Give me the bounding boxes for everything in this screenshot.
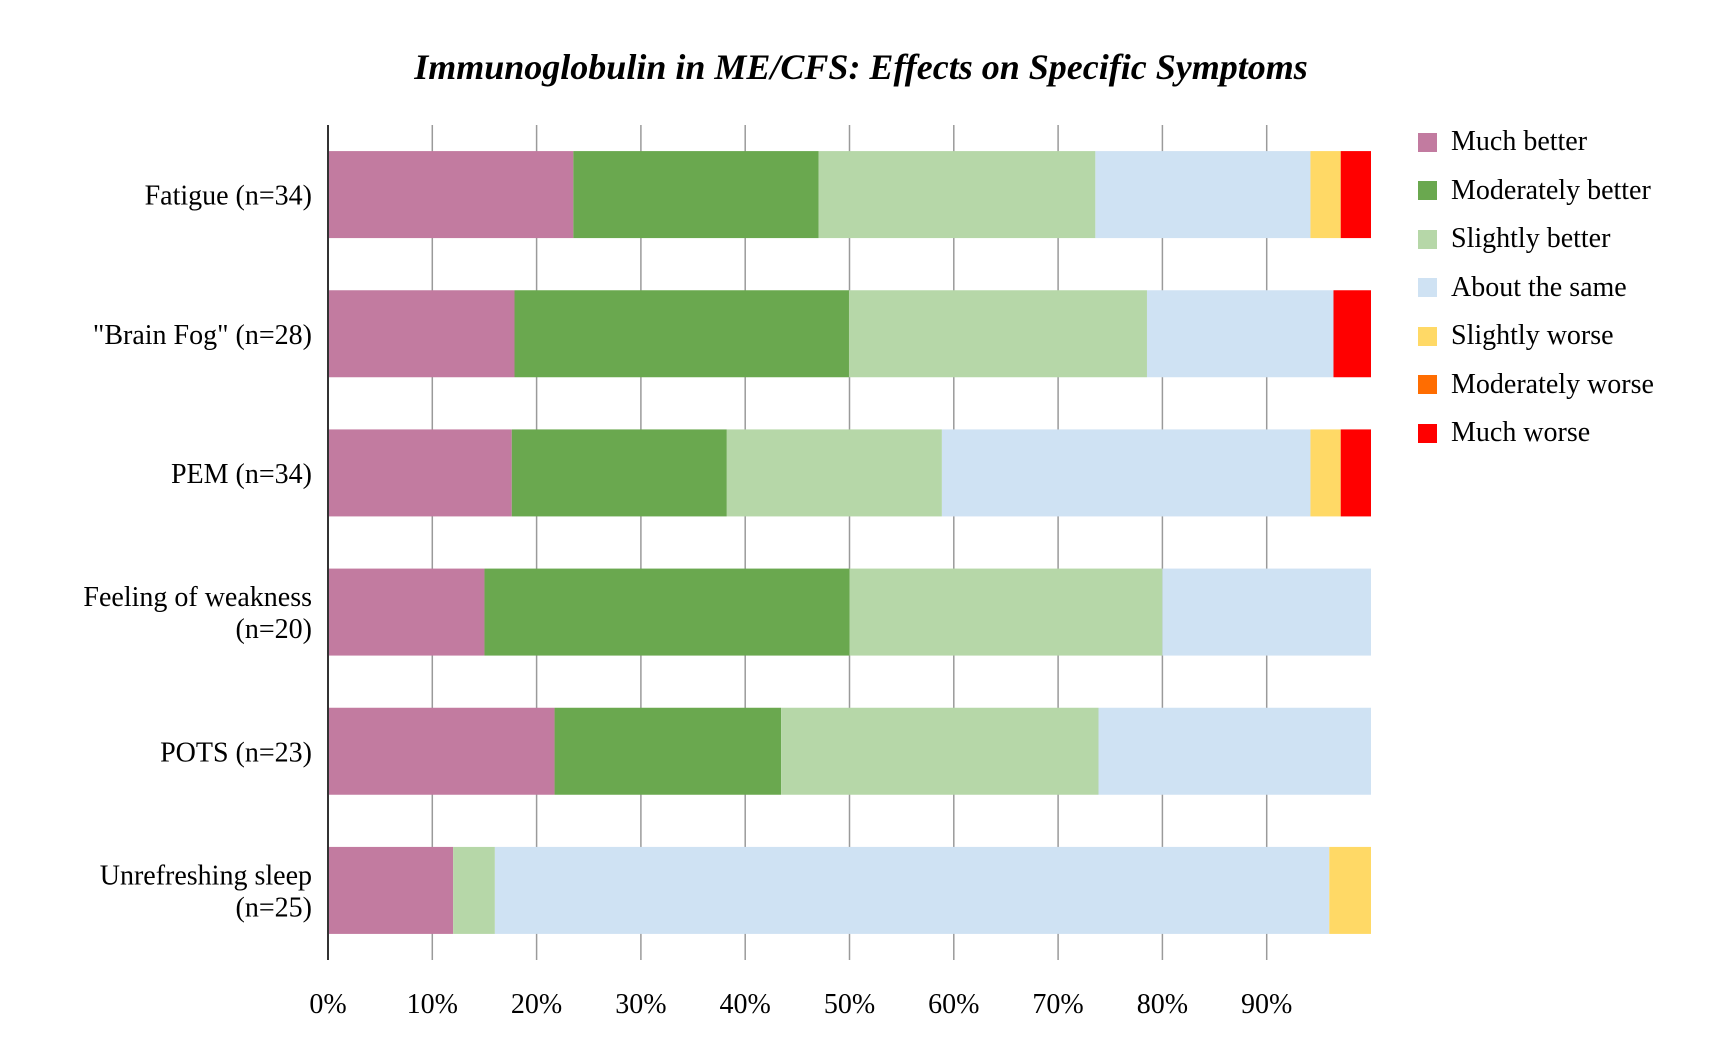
bar-segment <box>1095 151 1311 239</box>
bar-segment <box>1310 429 1341 517</box>
bar-segment <box>726 429 942 517</box>
legend-item: Slightly better <box>1418 215 1654 264</box>
bar-segment <box>328 846 454 934</box>
bar-segment <box>494 846 1330 934</box>
category-label: Fatigue (n=34) <box>145 181 312 212</box>
legend-item: About the same <box>1418 264 1654 313</box>
legend-label: Much worse <box>1451 417 1591 449</box>
x-tick-label: 20% <box>511 989 562 1020</box>
bar-segment <box>1329 846 1371 934</box>
category-label: PEM (n=34) <box>171 459 312 490</box>
bar-segment <box>1146 290 1334 378</box>
bar-segment <box>484 568 850 656</box>
bar-segment <box>328 568 485 656</box>
x-tick-label: 70% <box>1032 989 1083 1020</box>
legend-label: Moderately worse <box>1451 368 1654 400</box>
bar-segment <box>941 429 1311 517</box>
x-tick-label: 30% <box>615 989 666 1020</box>
legend-swatch <box>1418 278 1437 298</box>
x-tick-label: 10% <box>407 989 458 1020</box>
bar-segment <box>1162 568 1371 656</box>
bar-segment <box>328 429 512 517</box>
bar-segment <box>1340 429 1371 517</box>
bar-segment <box>849 568 1163 656</box>
x-tick-label: 0% <box>309 989 346 1020</box>
bar-segment <box>781 707 1099 795</box>
legend-label: Slightly worse <box>1451 320 1614 352</box>
bar-segment <box>1340 151 1371 239</box>
x-tick-label: 60% <box>928 989 979 1020</box>
bar-segment <box>328 707 555 795</box>
category-label: "Brain Fog" (n=28) <box>93 320 312 351</box>
gridlines <box>431 125 1268 960</box>
bar-segment <box>514 290 849 378</box>
bar-segment <box>1098 707 1371 795</box>
bar-segment <box>554 707 782 795</box>
category-label: Unrefreshing sleep <box>100 860 312 891</box>
legend-item: Moderately better <box>1418 167 1654 216</box>
category-label: POTS (n=23) <box>160 737 312 768</box>
x-tick-label: 50% <box>824 989 875 1020</box>
bar-segment <box>328 290 515 378</box>
bar-segment <box>453 846 495 934</box>
legend-swatch <box>1418 375 1437 395</box>
legend-swatch <box>1418 181 1437 201</box>
legend: Much better Moderately better Slightly bet… <box>1418 118 1654 458</box>
legend-label: Moderately better <box>1451 174 1651 206</box>
legend-item: Much worse <box>1418 409 1654 458</box>
legend-swatch <box>1418 229 1437 249</box>
legend-label: Much better <box>1451 126 1588 158</box>
legend-swatch <box>1418 326 1437 346</box>
bar-segment <box>818 151 1096 239</box>
bars <box>328 151 1371 934</box>
bar-segment <box>1333 290 1371 378</box>
category-label: (n=20) <box>236 614 312 645</box>
x-tick-label: 40% <box>720 989 771 1020</box>
chart-title: Immunoglobulin in ME/CFS: Effects on Spe… <box>414 47 1308 87</box>
category-label: Feeling of weakness <box>83 582 312 613</box>
x-tick-label: 90% <box>1241 989 1292 1020</box>
x-tick-label: 80% <box>1137 989 1188 1020</box>
legend-item: Much better <box>1418 118 1654 167</box>
legend-item: Slightly worse <box>1418 312 1654 361</box>
legend-label: About the same <box>1451 271 1627 303</box>
legend-item: Moderately worse <box>1418 361 1654 410</box>
legend-swatch <box>1418 132 1437 152</box>
bar-segment <box>511 429 727 517</box>
legend-swatch <box>1418 423 1437 443</box>
legend-label: Slightly better <box>1451 223 1611 255</box>
bar-segment <box>573 151 819 239</box>
bar-segment <box>328 151 574 239</box>
axes: 0% 10% 20% 30% 40% 50% 60% 70% 80% 90% Fatigue (n=… <box>83 125 1292 1020</box>
category-label: (n=25) <box>236 892 312 923</box>
bar-segment <box>848 290 1147 378</box>
bar-segment <box>1310 151 1341 239</box>
